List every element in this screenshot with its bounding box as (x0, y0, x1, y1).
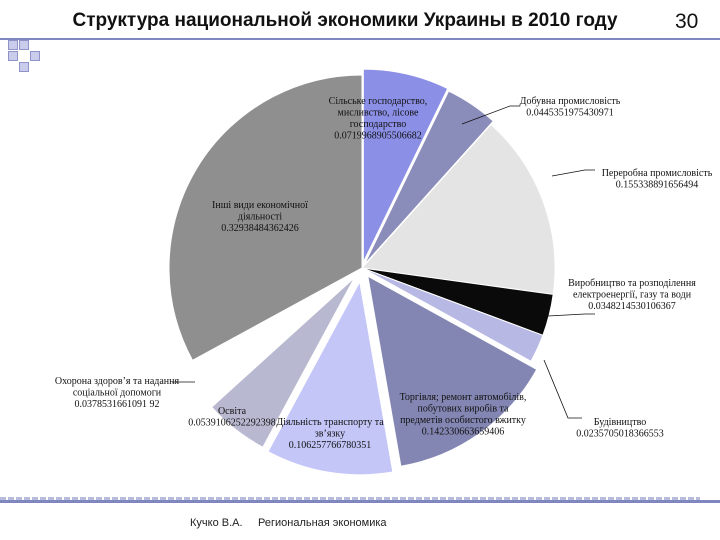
pie-slice (360, 123, 556, 296)
footer-subject: Региональная экономика (258, 517, 387, 529)
pie-slice (363, 90, 494, 266)
label-leader-line (547, 313, 595, 317)
label-leader-line (551, 169, 595, 177)
slice-label: Переробна промисловість 0.155338891656494 (602, 168, 713, 191)
pie-slice (367, 275, 538, 467)
pie-slice (267, 280, 394, 476)
slice-label: Освіта 0.0539106252292398 (188, 406, 276, 429)
pie-slice (210, 277, 356, 448)
slide-title: Структура национальной экономики Украины… (72, 10, 618, 31)
footer-author: Кучко В.А. (190, 517, 243, 529)
footer-rule (0, 500, 720, 503)
slice-label: Діяльність транспорту та зв’язку 0.1062577… (276, 417, 384, 451)
slice-label: Виробництво та розподілення електроенергі… (568, 278, 696, 312)
slice-label: Сільське господарство, мисливство, лісове… (329, 96, 428, 142)
slice-label: Добувна промисловість 0.0445351975430971 (520, 96, 621, 119)
pie-slice (180, 275, 351, 407)
page-number: 30 (675, 10, 699, 33)
decorative-squares (8, 40, 48, 72)
label-leader-line (461, 105, 520, 125)
slice-label: Торгівля; ремонт автомобілів, побутових в… (400, 392, 527, 438)
slice-label: Охорона здоров’я та надання соціальної до… (55, 376, 180, 410)
pie-slice (362, 68, 449, 263)
slice-label: Інші види економічної діяльності 0.3293848… (212, 200, 308, 234)
slice-label: Будівництво 0.0235705018366553 (576, 417, 664, 440)
label-leader-line (543, 359, 582, 419)
pie-slice (361, 267, 544, 362)
pie-slice (168, 74, 363, 362)
title-underline (0, 38, 720, 40)
